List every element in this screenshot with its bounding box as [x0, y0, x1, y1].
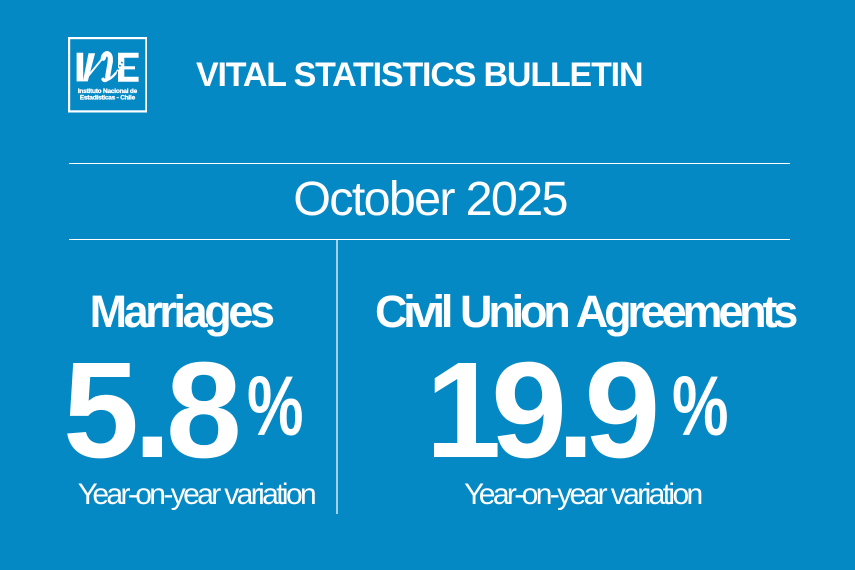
svg-text:Estadísticas - Chile: Estadísticas - Chile: [79, 95, 135, 102]
svg-text:Instituto Nacional de: Instituto Nacional de: [77, 88, 137, 95]
